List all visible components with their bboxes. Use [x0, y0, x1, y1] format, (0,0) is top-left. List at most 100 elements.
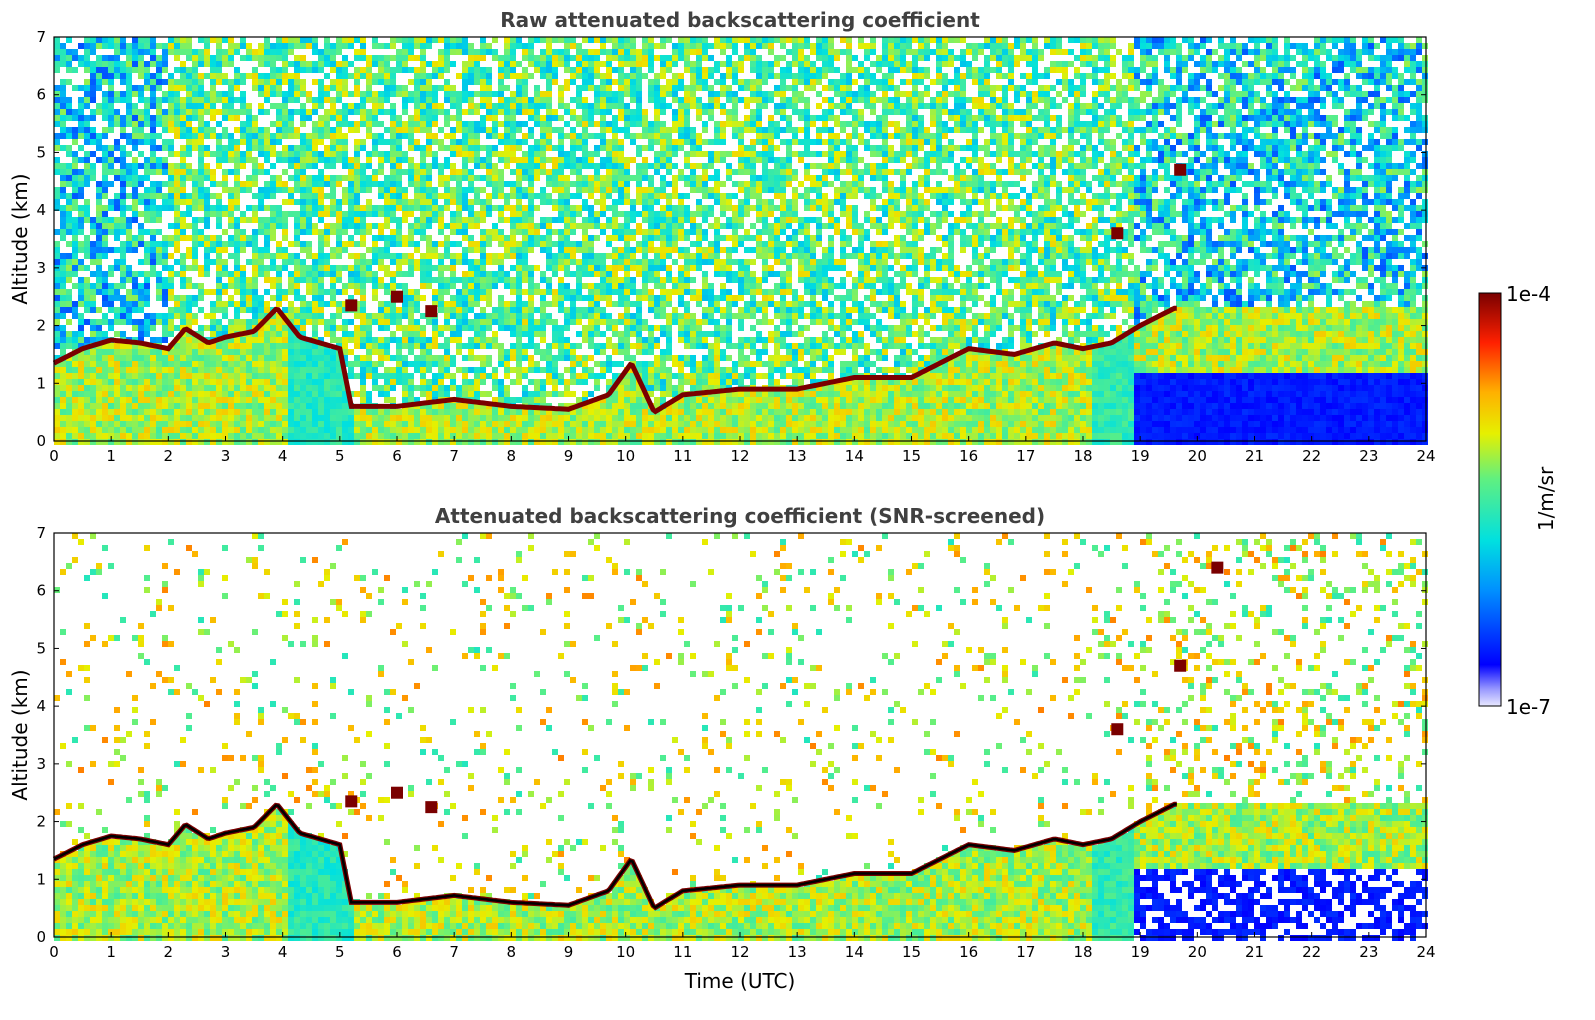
- heatmap-cell: [348, 103, 354, 109]
- heatmap-cell: [252, 307, 258, 313]
- heatmap-cell: [384, 367, 390, 373]
- heatmap-cell: [198, 427, 204, 433]
- heatmap-cell: [522, 355, 528, 361]
- heatmap-cell: [600, 43, 606, 49]
- heatmap-cell: [456, 175, 462, 181]
- heatmap-cell: [306, 265, 312, 271]
- heatmap-cell: [228, 145, 234, 151]
- heatmap-cell: [354, 187, 360, 193]
- heatmap-cell: [384, 247, 390, 253]
- heatmap-cell: [294, 73, 300, 79]
- heatmap-cell: [156, 361, 162, 367]
- heatmap-cell: [204, 97, 210, 103]
- heatmap-cell: [504, 193, 510, 199]
- heatmap-cell: [78, 331, 84, 337]
- heatmap-cell: [180, 349, 186, 355]
- heatmap-cell: [480, 313, 486, 319]
- heatmap-cell: [360, 145, 366, 151]
- heatmap-cell: [300, 259, 306, 265]
- heatmap-cell: [288, 343, 294, 349]
- heatmap-cell: [174, 325, 180, 331]
- heatmap-cell: [72, 85, 78, 91]
- heatmap-cell: [270, 277, 276, 283]
- heatmap-cell: [402, 301, 408, 307]
- heatmap-cell: [102, 283, 108, 289]
- heatmap-cell: [564, 181, 570, 187]
- heatmap-cell: [114, 331, 120, 337]
- heatmap-cell: [486, 211, 492, 217]
- heatmap-cell: [546, 235, 552, 241]
- heatmap-cell: [282, 61, 288, 67]
- heatmap-cell: [372, 223, 378, 229]
- heatmap-cell: [282, 331, 288, 337]
- heatmap-cell: [186, 421, 192, 427]
- heatmap-cell: [516, 181, 522, 187]
- heatmap-cell: [582, 397, 588, 403]
- heatmap-cell: [324, 175, 330, 181]
- heatmap-cell: [390, 205, 396, 211]
- heatmap-cell: [444, 367, 450, 373]
- heatmap-cell: [360, 301, 366, 307]
- heatmap-cell: [462, 313, 468, 319]
- heatmap-cell: [144, 175, 150, 181]
- heatmap-cell: [516, 277, 522, 283]
- heatmap-cell: [306, 109, 312, 115]
- heatmap-cell: [174, 121, 180, 127]
- heatmap-cell: [204, 271, 210, 277]
- heatmap-cell: [456, 307, 462, 313]
- heatmap-cell: [132, 241, 138, 247]
- heatmap-cell: [546, 109, 552, 115]
- heatmap-cell: [330, 271, 336, 277]
- heatmap-cell: [528, 43, 534, 49]
- heatmap-cell: [108, 403, 114, 409]
- heatmap-cell: [60, 49, 66, 55]
- heatmap-cell: [576, 439, 582, 445]
- heatmap-cell: [90, 67, 96, 73]
- heatmap-cell: [54, 355, 60, 361]
- heatmap-cell: [66, 361, 72, 367]
- heatmap-cell: [240, 379, 246, 385]
- heatmap-cell: [300, 331, 306, 337]
- heatmap-cell: [174, 361, 180, 367]
- heatmap-cell: [516, 211, 522, 217]
- heatmap-cell: [234, 247, 240, 253]
- heatmap-cell: [120, 37, 126, 43]
- heatmap-cell: [450, 433, 456, 439]
- heatmap-cell: [498, 313, 504, 319]
- heatmap-cell: [486, 319, 492, 325]
- heatmap-cell: [516, 301, 522, 307]
- heatmap-cell: [540, 115, 546, 121]
- heatmap-cell: [216, 211, 222, 217]
- heatmap-cell: [480, 259, 486, 265]
- heatmap-cell: [144, 205, 150, 211]
- heatmap-cell: [462, 205, 468, 211]
- heatmap-cell: [510, 265, 516, 271]
- heatmap-cell: [582, 97, 588, 103]
- heatmap-cell: [414, 397, 420, 403]
- heatmap-cell: [78, 127, 84, 133]
- heatmap-cell: [510, 409, 516, 415]
- heatmap-cell: [216, 409, 222, 415]
- heatmap-cell: [306, 37, 312, 43]
- heatmap-cell: [204, 169, 210, 175]
- heatmap-cell: [54, 193, 60, 199]
- heatmap-cell: [126, 397, 132, 403]
- heatmap-cell: [444, 193, 450, 199]
- heatmap-cell: [246, 373, 252, 379]
- heatmap-cell: [582, 73, 588, 79]
- heatmap-cell: [126, 175, 132, 181]
- heatmap-cell: [54, 187, 60, 193]
- heatmap-cell: [474, 223, 480, 229]
- heatmap-cell: [288, 121, 294, 127]
- heatmap-cell: [402, 67, 408, 73]
- heatmap-cell: [234, 409, 240, 415]
- heatmap-cell: [120, 187, 126, 193]
- heatmap-cell: [156, 205, 162, 211]
- heatmap-cell: [450, 115, 456, 121]
- heatmap-cell: [84, 289, 90, 295]
- heatmap-cell: [282, 235, 288, 241]
- heatmap-cell: [300, 205, 306, 211]
- heatmap-cell: [558, 409, 564, 415]
- heatmap-cell: [60, 409, 66, 415]
- heatmap-cell: [144, 61, 150, 67]
